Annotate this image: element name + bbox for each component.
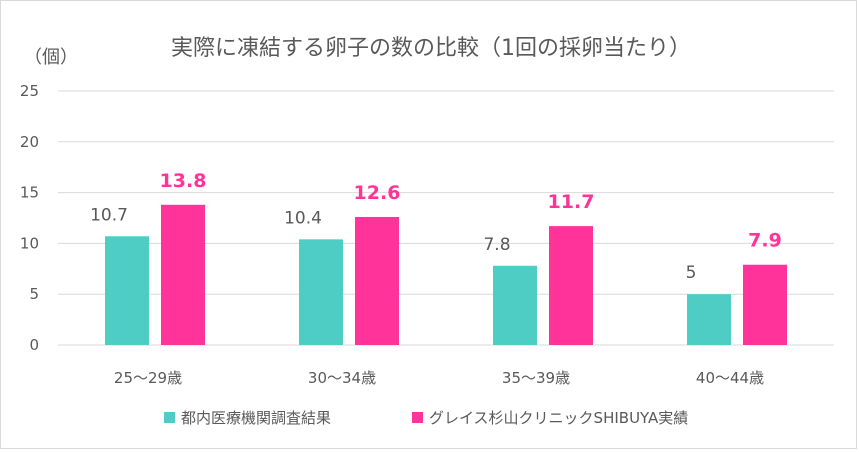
bar-tokyo-survey-1 bbox=[299, 239, 343, 345]
y-tick-label: 15 bbox=[20, 184, 39, 202]
x-category-label: 30～34歳 bbox=[308, 369, 376, 387]
bar-tokyo-survey-2 bbox=[493, 265, 537, 345]
y-tick-label: 25 bbox=[20, 82, 39, 100]
legend-swatch bbox=[412, 412, 423, 423]
y-tick-label: 20 bbox=[20, 133, 39, 151]
legend-swatch bbox=[164, 412, 175, 423]
bars bbox=[105, 204, 787, 345]
data-label: 5 bbox=[686, 263, 697, 283]
data-label: 10.7 bbox=[90, 205, 128, 225]
y-tick-label: 0 bbox=[29, 336, 39, 354]
y-axis-ticks: 0 5 10 15 20 25 bbox=[20, 82, 39, 354]
x-category-label: 25～29歳 bbox=[114, 369, 182, 387]
data-label: 12.6 bbox=[354, 182, 401, 204]
data-label: 11.7 bbox=[548, 191, 595, 213]
data-label: 13.8 bbox=[160, 170, 207, 192]
bar-grace-sugiyama-1 bbox=[355, 216, 399, 345]
bar-grace-sugiyama-2 bbox=[549, 226, 593, 345]
y-tick-label: 5 bbox=[29, 285, 39, 303]
legend-label: 都内医療機関調査結果 bbox=[181, 409, 331, 427]
legend: 都内医療機関調査結果 グレイス杉山クリニックSHIBUYA実績 bbox=[164, 409, 688, 427]
bar-tokyo-survey-0 bbox=[105, 236, 149, 345]
legend-label: グレイス杉山クリニックSHIBUYA実績 bbox=[429, 409, 688, 427]
bar-grace-sugiyama-0 bbox=[161, 204, 205, 345]
bar-tokyo-survey-3 bbox=[687, 294, 731, 345]
x-axis-categories: 25～29歳 30～34歳 35～39歳 40～44歳 bbox=[114, 369, 764, 387]
x-category-label: 40～44歳 bbox=[696, 369, 764, 387]
data-labels: 10.7 13.8 10.4 12.6 7.8 11.7 5 7.9 bbox=[90, 170, 782, 283]
x-category-label: 35～39歳 bbox=[502, 369, 570, 387]
data-label: 7.9 bbox=[748, 230, 782, 252]
data-label: 10.4 bbox=[284, 208, 322, 228]
data-label: 7.8 bbox=[483, 235, 510, 255]
y-axis-unit-label: （個） bbox=[24, 47, 78, 68]
y-tick-label: 10 bbox=[20, 234, 39, 252]
chart-title: 実際に凍結する卵子の数の比較（1回の採卵当たり） bbox=[171, 36, 691, 61]
bar-grace-sugiyama-3 bbox=[743, 264, 787, 345]
